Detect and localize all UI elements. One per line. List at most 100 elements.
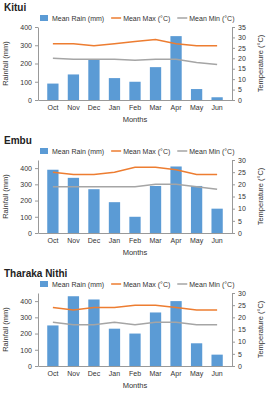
legend-item: Mean Min (°C) [177,281,234,289]
y2-tick-mark [232,330,235,331]
bar [191,89,202,100]
y2-axis-line [232,28,233,101]
y-tick-label: 0 [28,363,32,370]
y2-tick-label: 20 [238,181,246,188]
x-axis-title: Months [123,248,148,257]
x-tick: Nov [67,366,80,377]
y-tick: 100 [20,214,38,221]
bar [47,84,58,100]
x-tick: Jan [109,233,120,244]
y-tick: 0 [28,363,38,370]
x-tick: Nov [67,233,80,244]
bar [129,334,140,366]
bar [109,202,120,233]
y-tick: 0 [28,97,38,104]
x-tick: Mar [149,233,162,244]
y2-tick: 10 [232,205,246,212]
x-axis: OctNovDecJanFebMarAprMayJun [39,366,233,378]
y2-tick-label: 25 [238,169,246,176]
y2-tick-mark [232,37,235,38]
legend-label: Mean Max (°C) [123,148,170,156]
legend-item: Mean Min (°C) [177,15,234,23]
x-tick-label: Mar [149,237,162,244]
x-tick-label: Jan [109,104,120,111]
y2-tick: 0 [232,230,242,237]
bar [47,170,58,233]
bar [191,343,202,366]
y2-tick: 25 [232,169,246,176]
y2-tick-mark [232,317,235,318]
y2-tick-label: 0 [238,230,242,237]
y-axis-title: Rainfall (mm) [1,41,10,86]
plot: 010020030040005101520253035OctNovDecJanF… [1,24,265,124]
x-tick-label: May [190,370,204,378]
x-tick: Mar [149,366,162,377]
y2-tick-label: 5 [238,351,242,358]
y-tick-label: 200 [20,197,32,204]
y-tick-mark [35,217,38,218]
legend-swatch [40,148,48,154]
x-tick-label: Apr [171,370,183,378]
x-tick: Apr [171,100,183,112]
x-tick-label: Jun [211,237,222,244]
y-tick: 300 [20,314,38,321]
y-tick-mark [35,350,38,351]
y2-axis-title: Temperature (°C) [256,167,265,225]
legend-label: Mean Min (°C) [189,148,234,156]
x-tick-label: Jan [109,370,120,377]
x-tick-label: Dec [88,237,101,244]
legend: Mean Rain (mm)Mean Max (°C)Mean Min (°C) [40,148,234,156]
marks [47,166,223,233]
x-tick: Feb [129,233,141,244]
y-tick-label: 100 [20,347,32,354]
y2-tick-mark [232,172,235,173]
y-axis-title: Rainfall (mm) [1,307,10,352]
y-tick-mark [35,334,38,335]
bar [129,217,140,233]
y-tick: 0 [28,230,38,237]
y-axis: 0 100 200 300 400 [20,294,38,370]
y2-tick: 15 [232,193,246,200]
x-tick-label: May [190,237,204,245]
y-tick: 200 [20,330,38,337]
y-tick: 100 [20,78,38,85]
line [53,322,217,324]
x-tick: Feb [129,366,141,377]
legend-label: Mean Min (°C) [189,281,234,289]
x-tick-label: Apr [171,104,183,112]
bar [150,67,161,100]
x-tick-label: Dec [88,104,101,111]
x-tick: Apr [171,233,183,245]
x-tick-label: Feb [129,104,141,111]
marks [47,296,223,366]
x-tick: Jun [211,233,222,244]
x-tick-label: Feb [129,370,141,377]
x-tick: Jan [109,366,120,377]
x-tick: Apr [171,366,183,378]
x-tick-label: Jun [211,104,222,111]
y2-tick: 15 [232,326,246,333]
bar [211,97,222,100]
y2-tick-mark [232,342,235,343]
y-tick-mark [35,317,38,318]
y2-tick-label: 10 [238,205,246,212]
bar [211,355,222,366]
x-axis: OctNovDecJanFebMarAprMayJun [39,233,233,245]
y2-tick-mark [232,79,235,80]
x-tick: Nov [67,100,80,111]
y-tick: 400 [20,165,38,172]
y-tick: 400 [20,298,38,305]
y2-tick: 30 [232,290,246,297]
y-tick-label: 100 [20,214,32,221]
legend-swatch [111,150,121,152]
legend-item: Mean Rain (mm) [40,281,104,289]
y2-tick: 5 [232,86,242,93]
bar [68,74,79,100]
y-tick-mark [35,27,38,28]
y2-tick-label: 35 [238,24,246,31]
y-axis-line [38,28,39,101]
line [53,184,217,189]
y-tick: 300 [20,181,38,188]
y2-tick: 25 [232,45,246,52]
bar [88,299,99,366]
